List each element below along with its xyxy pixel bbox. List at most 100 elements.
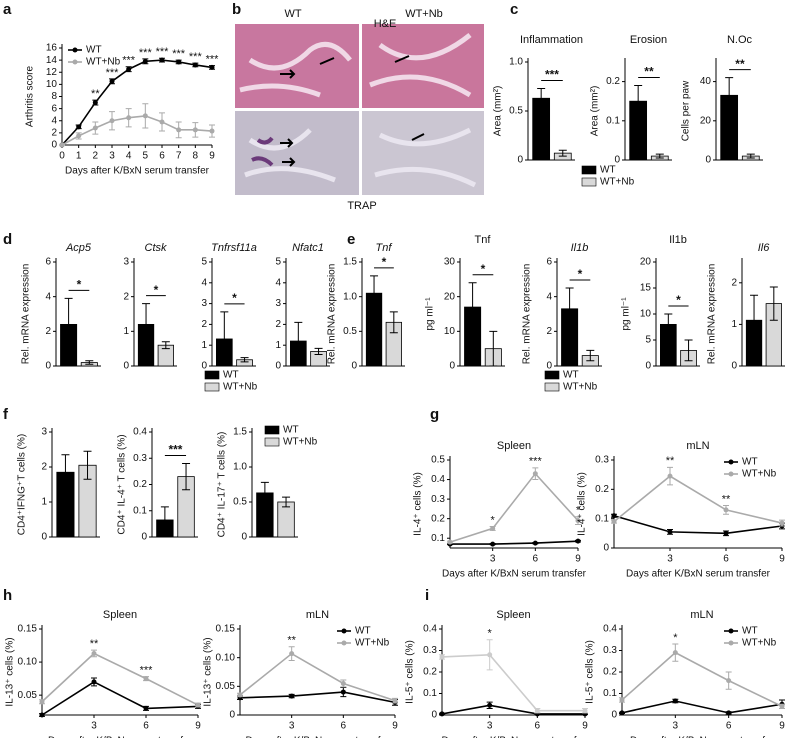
x-tick-label: 9 <box>209 151 215 162</box>
significance-label: *** <box>139 47 153 59</box>
error-bar <box>565 287 574 331</box>
legend-marker <box>72 59 78 65</box>
y-tick-label: 0.2 <box>603 667 617 678</box>
legend-label: WT <box>223 370 239 381</box>
legend-label: WT <box>283 425 299 436</box>
x-tick-label: 6 <box>533 554 539 565</box>
error-bar <box>142 303 151 346</box>
y-tick-label: 0.5 <box>509 106 523 117</box>
histology: b WT H&E WT+Nb TRAP <box>232 1 484 212</box>
significance-label: ** <box>287 635 296 647</box>
significance-label: * <box>491 514 496 526</box>
y-tick-label: 4 <box>201 277 207 288</box>
point <box>289 651 295 657</box>
y-tick-label: 0 <box>731 361 737 372</box>
series-line <box>613 475 783 524</box>
x-tick-label: 1 <box>76 151 82 162</box>
legend-label: WT+Nb <box>283 437 318 448</box>
error-bar <box>684 339 693 362</box>
point <box>439 654 445 660</box>
y-tick-label: 1.5 <box>233 427 247 438</box>
y-axis-label: pg ml⁻¹ <box>621 297 632 331</box>
y-axis-label: Area (mm²) <box>493 86 504 137</box>
point <box>619 697 625 703</box>
y-axis-label: Area (mm²) <box>590 86 601 137</box>
y-tick-label: 0 <box>275 361 281 372</box>
y-tick-label: 0 <box>546 361 552 372</box>
y-axis-label: IL-5⁺ cells (%) <box>585 640 596 704</box>
y-axis-label: IL-4⁺ cells (%) <box>413 472 424 536</box>
point <box>340 689 346 695</box>
x-tick-label: 9 <box>575 554 581 565</box>
point <box>667 473 673 479</box>
significance-label: *** <box>106 67 120 79</box>
x-tick-label: 3 <box>490 554 496 565</box>
point <box>76 133 82 139</box>
y-tick-label: 0.4 <box>133 427 147 438</box>
series-line <box>449 472 579 543</box>
y-tick-label: 0.4 <box>423 624 437 635</box>
legend-marker <box>72 47 78 53</box>
point <box>340 680 346 686</box>
y-tick-label: 0.1 <box>133 505 147 516</box>
y-axis-label: IL-13⁺ cells (%) <box>203 637 214 706</box>
chart-title: Nfatc1 <box>292 242 324 254</box>
chart-title: Ctsk <box>145 242 168 254</box>
error-bar <box>260 481 269 504</box>
error-bar <box>294 321 303 361</box>
chart-title: Il1b <box>669 234 687 246</box>
x-axis-label: Days after K/BxN serum transfer <box>246 736 391 738</box>
point <box>667 529 673 535</box>
y-tick-label: 0 <box>645 361 651 372</box>
x-tick-label: 3 <box>673 721 679 732</box>
legend-marker <box>341 640 347 646</box>
y-tick-label: 0 <box>141 532 147 543</box>
x-axis-label: Days after K/BxN serum transfer <box>65 166 210 177</box>
point <box>142 113 148 119</box>
column-label: WT+Nb <box>405 8 443 20</box>
y-tick-label: 4 <box>546 291 552 302</box>
significance-label: *** <box>168 443 182 457</box>
y-tick-label: 0.3 <box>423 645 437 656</box>
x-tick-label: 5 <box>143 151 149 162</box>
y-tick-label: 0 <box>431 710 437 721</box>
y-tick-label: 0 <box>41 532 47 543</box>
y-tick-label: 0.15 <box>18 624 38 635</box>
error-bar <box>750 294 759 346</box>
panel-label: f <box>3 406 9 423</box>
y-tick-label: 0.5 <box>431 455 445 466</box>
legend-marker <box>341 628 347 634</box>
significance-label: * <box>77 278 82 292</box>
x-tick-label: 6 <box>726 721 732 732</box>
y-tick-label: 0.5 <box>233 497 247 508</box>
y-tick-label: 4 <box>51 115 57 126</box>
significance-label: *** <box>140 665 154 677</box>
y-tick-label: 4 <box>275 277 281 288</box>
chart-title: Tnf <box>475 234 492 246</box>
series-line <box>239 691 396 704</box>
point <box>209 128 215 134</box>
x-tick-label: 7 <box>176 151 182 162</box>
y-tick-label: 0.2 <box>606 76 620 87</box>
point <box>487 702 493 708</box>
series-line <box>621 700 783 714</box>
point <box>447 539 453 545</box>
stain-label: TRAP <box>347 200 376 212</box>
y-axis-label: CD4⁺IFNG⁺T cells (%) <box>17 434 28 536</box>
point <box>39 712 45 718</box>
y-tick-label: 0.3 <box>431 494 445 505</box>
x-tick-label: 9 <box>195 721 201 732</box>
significance-label: * <box>676 293 681 307</box>
y-tick-label: 14 <box>46 55 58 66</box>
x-tick-label: 3 <box>487 721 493 732</box>
panel-label: b <box>232 1 241 18</box>
x-axis-label: Days after K/BxN serum transfer <box>442 736 587 738</box>
legend-swatch <box>264 425 280 435</box>
point <box>142 58 148 64</box>
y-tick-label: 10 <box>444 326 456 337</box>
y-tick-label: 0.05 <box>216 681 236 692</box>
point <box>59 142 65 148</box>
y-tick-label: 40 <box>700 76 712 87</box>
